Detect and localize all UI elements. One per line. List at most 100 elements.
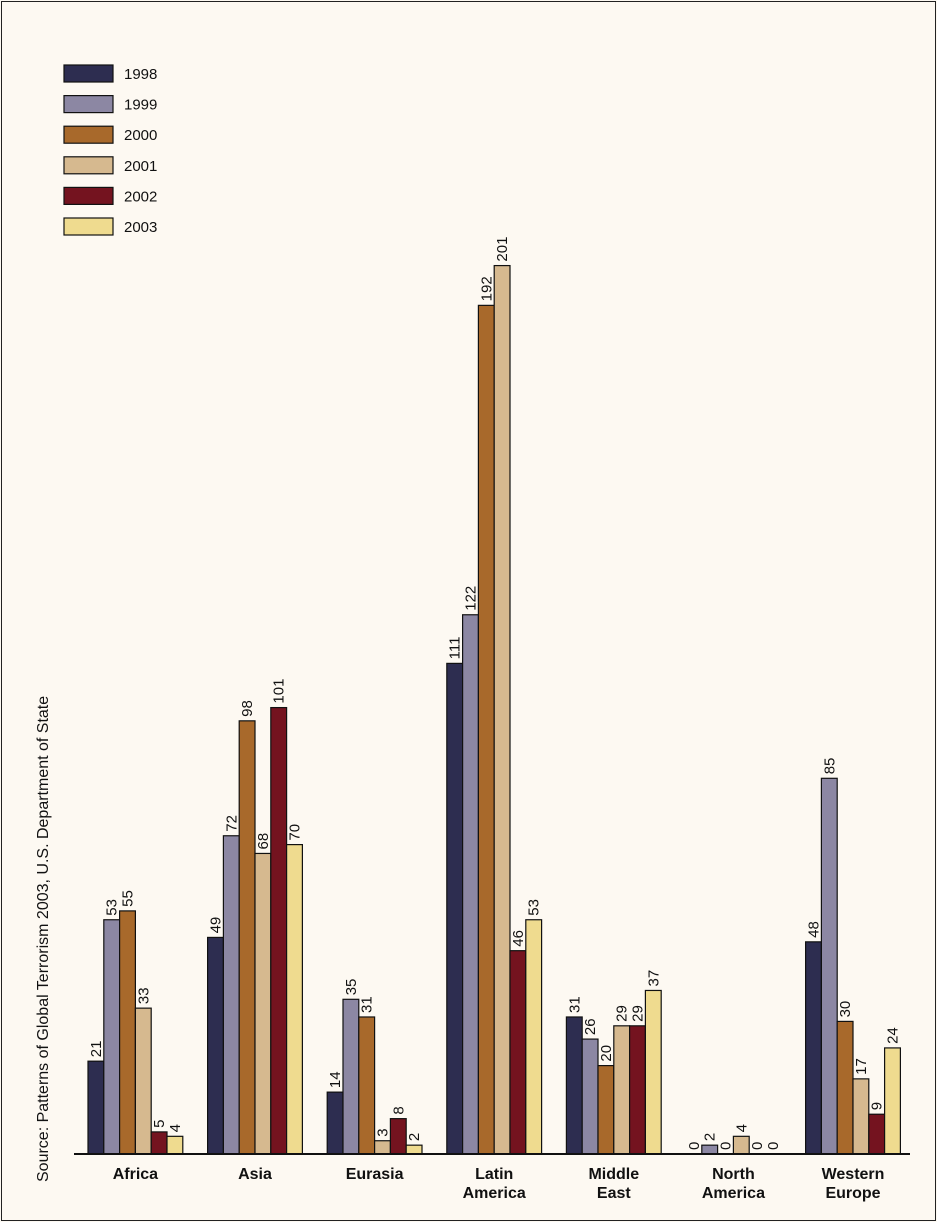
data-label: 192: [478, 276, 495, 301]
bar: [628, 1025, 646, 1155]
data-label: 26: [582, 1018, 599, 1035]
data-label: 111: [447, 637, 464, 660]
bar: [820, 777, 838, 1155]
bar: [477, 304, 495, 1155]
data-label: 21: [88, 1040, 105, 1057]
data-label: 17: [853, 1058, 870, 1075]
data-label: 9: [869, 1102, 886, 1110]
data-label: 35: [343, 979, 360, 996]
bar: [405, 1144, 423, 1155]
series-1999: 5 37 2 35 122 26 2 85: [103, 586, 838, 1155]
legend-swatch: [63, 64, 114, 83]
data-label: 0: [749, 1142, 766, 1150]
legend: 1998 1999 2000 2001 2002 2003: [63, 64, 157, 236]
data-label: 4: [167, 1124, 184, 1132]
series-2003: 4 70 2 53 37 0 24: [166, 824, 902, 1155]
series-2001: 33 68 3 201 29 4 17: [134, 237, 870, 1155]
data-label: 122: [463, 586, 480, 611]
source-note: Source: Patterns of Global Terrorism 200…: [35, 695, 52, 1182]
category-label: Asia: [238, 1166, 272, 1183]
bar: [238, 720, 256, 1155]
bar: [150, 1131, 168, 1155]
data-label: 0: [765, 1142, 782, 1150]
data-label: 55: [120, 890, 137, 907]
data-label: 53: [526, 899, 543, 916]
bar: [222, 835, 240, 1155]
bar: [581, 1038, 599, 1155]
data-label: 49: [208, 917, 225, 934]
bar: [342, 998, 360, 1155]
data-label: 37: [645, 970, 662, 987]
data-label: 8: [390, 1106, 407, 1114]
data-label: 14: [327, 1071, 344, 1088]
category-label: Western Europe: [822, 1166, 885, 1202]
bar: [270, 706, 288, 1155]
data-label: 70: [287, 824, 304, 841]
legend-label: 2003: [124, 219, 157, 236]
bar: [446, 662, 464, 1155]
bar: [644, 989, 662, 1155]
category-label: Middle East: [588, 1166, 639, 1202]
data-label: 85: [821, 758, 838, 775]
legend-label: 2000: [124, 127, 157, 144]
legend-swatch: [63, 186, 114, 205]
data-label: 2: [702, 1133, 719, 1141]
data-label: 48: [806, 921, 823, 938]
data-label: 98: [239, 700, 256, 717]
bar: [389, 1118, 407, 1155]
legend-label: 2001: [124, 158, 157, 175]
category-label: Eurasia: [346, 1166, 404, 1183]
bar: [509, 950, 527, 1155]
data-label: 29: [630, 1005, 647, 1022]
legend-swatch: [63, 156, 114, 175]
category-label: Latin America: [463, 1166, 526, 1202]
data-label: 46: [510, 930, 527, 947]
data-label: 31: [359, 996, 376, 1013]
data-label: 3: [375, 1128, 392, 1136]
category-label: North America: [702, 1166, 765, 1202]
data-label: 29: [614, 1005, 631, 1022]
data-label: 0: [718, 1142, 735, 1150]
bar: [286, 843, 304, 1155]
legend-label: 2002: [124, 188, 157, 205]
legend-label: 1999: [124, 97, 157, 114]
bar: [732, 1135, 750, 1155]
data-label: 33: [135, 987, 152, 1004]
bar: [87, 1060, 105, 1155]
data-label: 31: [566, 996, 583, 1013]
bar: [525, 919, 543, 1155]
bar: [374, 1140, 392, 1155]
bar: [118, 910, 136, 1155]
bar: [883, 1047, 901, 1155]
data-label: 53: [104, 899, 121, 916]
bar: [134, 1007, 152, 1155]
bar: [597, 1064, 615, 1155]
data-label: 30: [837, 1001, 854, 1018]
bar: [804, 941, 822, 1155]
bar: [565, 1016, 583, 1155]
data-label: 24: [885, 1027, 902, 1044]
bar: [462, 614, 480, 1155]
bar: [613, 1025, 631, 1155]
data-label: 5: [151, 1120, 168, 1128]
data-label: 2: [406, 1133, 423, 1141]
data-label: 68: [255, 833, 272, 850]
bar: [701, 1144, 719, 1155]
bar: [254, 852, 272, 1155]
bar: [166, 1135, 184, 1155]
bar: [836, 1020, 854, 1155]
bar: [326, 1091, 344, 1155]
category-label: Africa: [113, 1166, 158, 1183]
bar: [103, 919, 121, 1155]
bar: [207, 936, 225, 1155]
data-label: 0: [686, 1142, 703, 1150]
bar: [358, 1016, 376, 1155]
bar: [493, 264, 511, 1155]
data-label: 101: [271, 679, 288, 704]
bar: [852, 1078, 870, 1155]
data-label: 201: [494, 237, 511, 262]
legend-swatch: [63, 217, 114, 236]
